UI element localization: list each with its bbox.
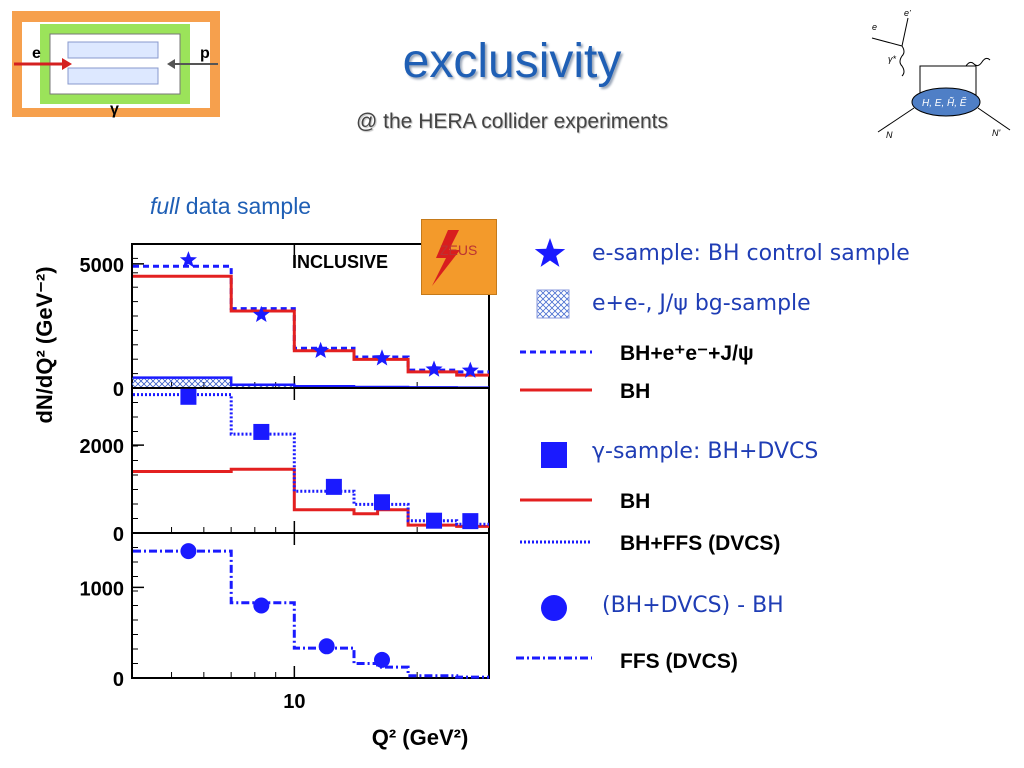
data-point-circle (180, 543, 197, 560)
legend-bh-ee-jpsi: BH+e⁺e⁻+J/ψ (520, 342, 754, 365)
legend-bh2-text: BH (620, 490, 650, 513)
data-point-circle (373, 651, 390, 668)
data-point-star (179, 251, 197, 268)
electron-arrow (62, 58, 72, 70)
electron-in-line (871, 37, 903, 47)
feynman-blob-label: H, E, H̃, Ẽ (922, 96, 967, 109)
detector-p-label: p (200, 45, 210, 62)
data-sample-label: full data sample (150, 193, 311, 220)
legend: e-sample: BH control sample e+e-, J/ψ bg… (516, 238, 910, 673)
data-point-square (426, 512, 443, 529)
data-point-star (373, 349, 391, 366)
data-point-square (373, 494, 390, 511)
legend-circle-icon (541, 595, 567, 621)
y-tick-label: 0 (113, 669, 124, 691)
data-point-square (180, 388, 197, 405)
hist-line-dashdot (133, 549, 489, 679)
proton-arrow (167, 59, 175, 69)
y-tick-label: 0 (113, 379, 124, 401)
legend-ffs-text: FFS (DVCS) (620, 650, 738, 673)
detector-gamma-label: γ (110, 101, 119, 118)
legend-ffs: FFS (DVCS) (516, 650, 738, 673)
y-tick-label: 2000 (80, 436, 125, 458)
data-point-star (312, 341, 330, 358)
feynman-N-out: N' (992, 128, 1000, 138)
legend-e-sample-text: e-sample: BH control sample (592, 241, 910, 266)
zeus-logo-text: ZEUS (440, 242, 478, 258)
slide-title: exclusivity (402, 35, 622, 88)
y-tick-label: 5000 (80, 255, 125, 277)
electron-out-line (901, 17, 909, 47)
data-point-square (253, 423, 270, 440)
data-point-circle (253, 597, 270, 614)
y-tick-label: 1000 (80, 578, 125, 600)
feynman-gamma-star: γ* (888, 54, 897, 64)
sample-label-rest: data sample (179, 193, 312, 219)
legend-gamma-sample: γ-sample: BH+DVCS (541, 439, 818, 468)
data-point-star (252, 305, 270, 322)
legend-square-icon (541, 442, 567, 468)
zeus-logo: ZEUS (421, 219, 497, 295)
panel-frame-middle (131, 387, 490, 534)
data-point-square (325, 478, 342, 495)
x-axis-label: Q² (GeV²) (372, 725, 469, 750)
hist-line-dotted (133, 393, 489, 526)
x-tick-label: 10 (283, 691, 305, 713)
legend-bh-ffs-text: BH+FFS (DVCS) (620, 532, 780, 555)
y-axis-label: dN/dQ² (GeV⁻²) (32, 266, 57, 423)
legend-bh-ffs: BH+FFS (DVCS) (520, 532, 780, 555)
detector-e-label: e (32, 45, 41, 62)
legend-bg-sample: e+e-, J/ψ bg-sample (536, 289, 811, 319)
legend-bh-ee-jpsi-text: BH+e⁺e⁻+J/ψ (620, 342, 754, 365)
legend-diff-sample: (BH+DVCS) - BH (541, 593, 784, 621)
hist-fill-hatched (132, 377, 489, 388)
data-point-square (462, 513, 479, 530)
feynman-e-in: e (872, 22, 877, 32)
feynman-N-in: N (886, 130, 893, 140)
legend-bh1: BH (520, 380, 650, 403)
legend-diff-sample-text: (BH+DVCS) - BH (602, 593, 784, 618)
zeus-bolt-icon (432, 230, 460, 286)
sample-label-em: full (150, 193, 180, 219)
data-point-circle (318, 638, 335, 655)
legend-star-icon (534, 238, 566, 267)
legend-bg-sample-text: e+e-, J/ψ bg-sample (592, 291, 811, 316)
legend-bh1-text: BH (620, 380, 650, 403)
legend-gamma-sample-text: γ-sample: BH+DVCS (592, 439, 818, 464)
nucleon-out-line (977, 107, 1011, 131)
detector-module-bottom (67, 67, 159, 85)
gpd-blob (911, 87, 981, 117)
panel-annotation: INCLUSIVE (292, 252, 388, 272)
legend-hatch-icon (536, 289, 570, 319)
feynman-diagram: e e' γ* H, E, H̃, Ẽ N N' (871, 10, 1011, 140)
nucleon-in-line (877, 107, 915, 133)
y-tick-label: 0 (113, 524, 124, 546)
detector-schematic: e p γ (12, 11, 220, 118)
legend-bh2: BH (520, 490, 650, 513)
legend-e-sample: e-sample: BH control sample (534, 238, 910, 267)
virtual-photon (899, 45, 905, 77)
data-point-star (461, 361, 479, 378)
data-point-star (425, 360, 443, 377)
real-photon (965, 57, 991, 67)
feynman-e-out: e' (904, 10, 911, 18)
slide-subtitle: @ the HERA collider experiments (356, 110, 668, 133)
detector-module-top (67, 41, 159, 59)
hist-line-solid (133, 274, 489, 377)
